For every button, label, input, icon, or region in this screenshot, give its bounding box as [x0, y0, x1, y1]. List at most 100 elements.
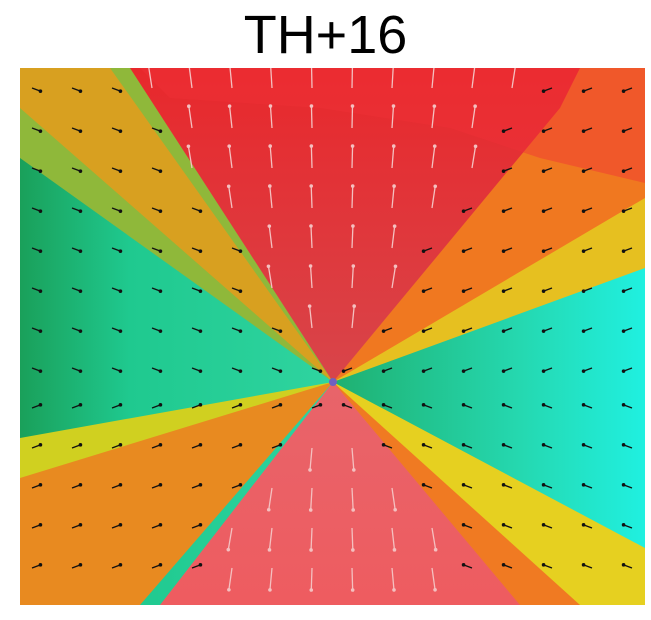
arrow-head	[581, 369, 586, 373]
arrow-head	[621, 443, 626, 447]
arrow-head	[621, 403, 626, 407]
arrow-head	[391, 104, 396, 108]
arrow-head	[621, 249, 626, 253]
arrow-head	[38, 403, 43, 407]
arrow-head	[541, 249, 546, 253]
arrow-head	[198, 523, 203, 527]
flow-arrow	[148, 68, 153, 89]
arrow-head	[309, 144, 314, 148]
arrow-head	[541, 443, 546, 447]
arrow-head	[581, 249, 586, 253]
arrow-head	[78, 289, 83, 293]
arrow-head	[501, 169, 506, 173]
arrow-head	[421, 443, 426, 447]
arrow-head	[581, 563, 586, 567]
arrow-head	[186, 144, 191, 149]
flow-arrow	[351, 266, 354, 289]
arrow-head	[278, 329, 283, 333]
flow-arrow	[471, 68, 476, 89]
figure-title: TH+16	[243, 5, 408, 65]
arrow-head	[461, 209, 466, 213]
arrow-head	[158, 329, 163, 333]
arrow-head	[392, 548, 397, 552]
arrow-head	[118, 289, 123, 293]
arrow-head	[78, 369, 83, 373]
arrow-head	[461, 289, 466, 293]
arrow-head	[501, 209, 506, 213]
arrow-head	[227, 587, 231, 592]
arrow-head	[501, 289, 506, 293]
arrow-head	[158, 369, 163, 373]
arrow-head	[238, 329, 243, 333]
flow-arrow	[268, 226, 273, 249]
arrow-head	[341, 369, 346, 373]
flow-arrow	[391, 146, 395, 169]
arrow-head	[581, 289, 586, 293]
flow-arrow	[351, 306, 355, 329]
flow-visualization	[20, 68, 645, 605]
arrow-head	[473, 104, 477, 109]
flow-arrow	[309, 266, 313, 289]
arrow-head	[308, 468, 312, 472]
arrow-head	[238, 289, 243, 293]
flow-arrow	[228, 146, 233, 169]
flow-arrow	[391, 226, 396, 249]
arrow-head	[158, 129, 163, 133]
arrow-head	[78, 209, 83, 213]
arrow-head	[621, 483, 626, 487]
arrow-head	[38, 523, 43, 527]
upper-red-wedge	[130, 68, 580, 382]
arrow-head	[267, 224, 272, 228]
arrow-head	[391, 144, 396, 148]
arrow-head	[318, 403, 323, 407]
arrow-head	[158, 249, 163, 253]
arrow-head	[198, 289, 203, 293]
arrow-head	[268, 144, 272, 148]
arrow-head	[581, 329, 586, 333]
surface-overlay	[140, 68, 645, 183]
flow-arrow	[310, 145, 313, 169]
arrow-head	[268, 588, 272, 592]
center-point	[329, 378, 337, 386]
arrow-head	[78, 89, 83, 93]
arrow-head	[461, 403, 466, 407]
arrow-head	[158, 169, 163, 173]
arrow-head	[118, 249, 123, 253]
background-regions	[20, 68, 645, 605]
arrow-head	[501, 329, 506, 333]
flow-arrow	[310, 567, 313, 591]
arrow-head	[118, 209, 123, 213]
arrow-head	[78, 169, 83, 173]
arrow-head	[118, 169, 123, 173]
arrow-head	[432, 144, 437, 148]
arrow-head	[307, 304, 312, 308]
flow-arrow	[228, 106, 233, 129]
flow-arrow	[391, 487, 396, 510]
flow-arrow	[309, 447, 313, 470]
flow-arrow	[310, 527, 313, 551]
arrow-head	[461, 483, 466, 487]
arrow-head	[393, 264, 398, 269]
arrow-head	[350, 184, 355, 188]
arrow-head	[541, 169, 546, 173]
arrow-head	[501, 249, 506, 253]
flow-arrow	[431, 567, 436, 590]
upper-left-band	[20, 68, 333, 382]
arrow-head	[158, 523, 163, 527]
flow-arrow	[310, 185, 313, 209]
arrow-head	[381, 329, 386, 333]
arrow-head	[461, 443, 466, 447]
flow-arrow	[351, 145, 354, 169]
arrow-head	[351, 264, 356, 268]
flow-arrow	[351, 567, 354, 591]
flow-arrow	[391, 266, 397, 289]
arrow-head	[38, 89, 43, 93]
flow-arrow	[391, 106, 395, 129]
arrow-head	[341, 403, 346, 407]
arrow-head	[266, 507, 271, 512]
arrow-head	[541, 563, 546, 567]
arrow-head	[278, 369, 283, 373]
arrow-head	[352, 468, 356, 472]
arrow-head	[501, 129, 506, 133]
